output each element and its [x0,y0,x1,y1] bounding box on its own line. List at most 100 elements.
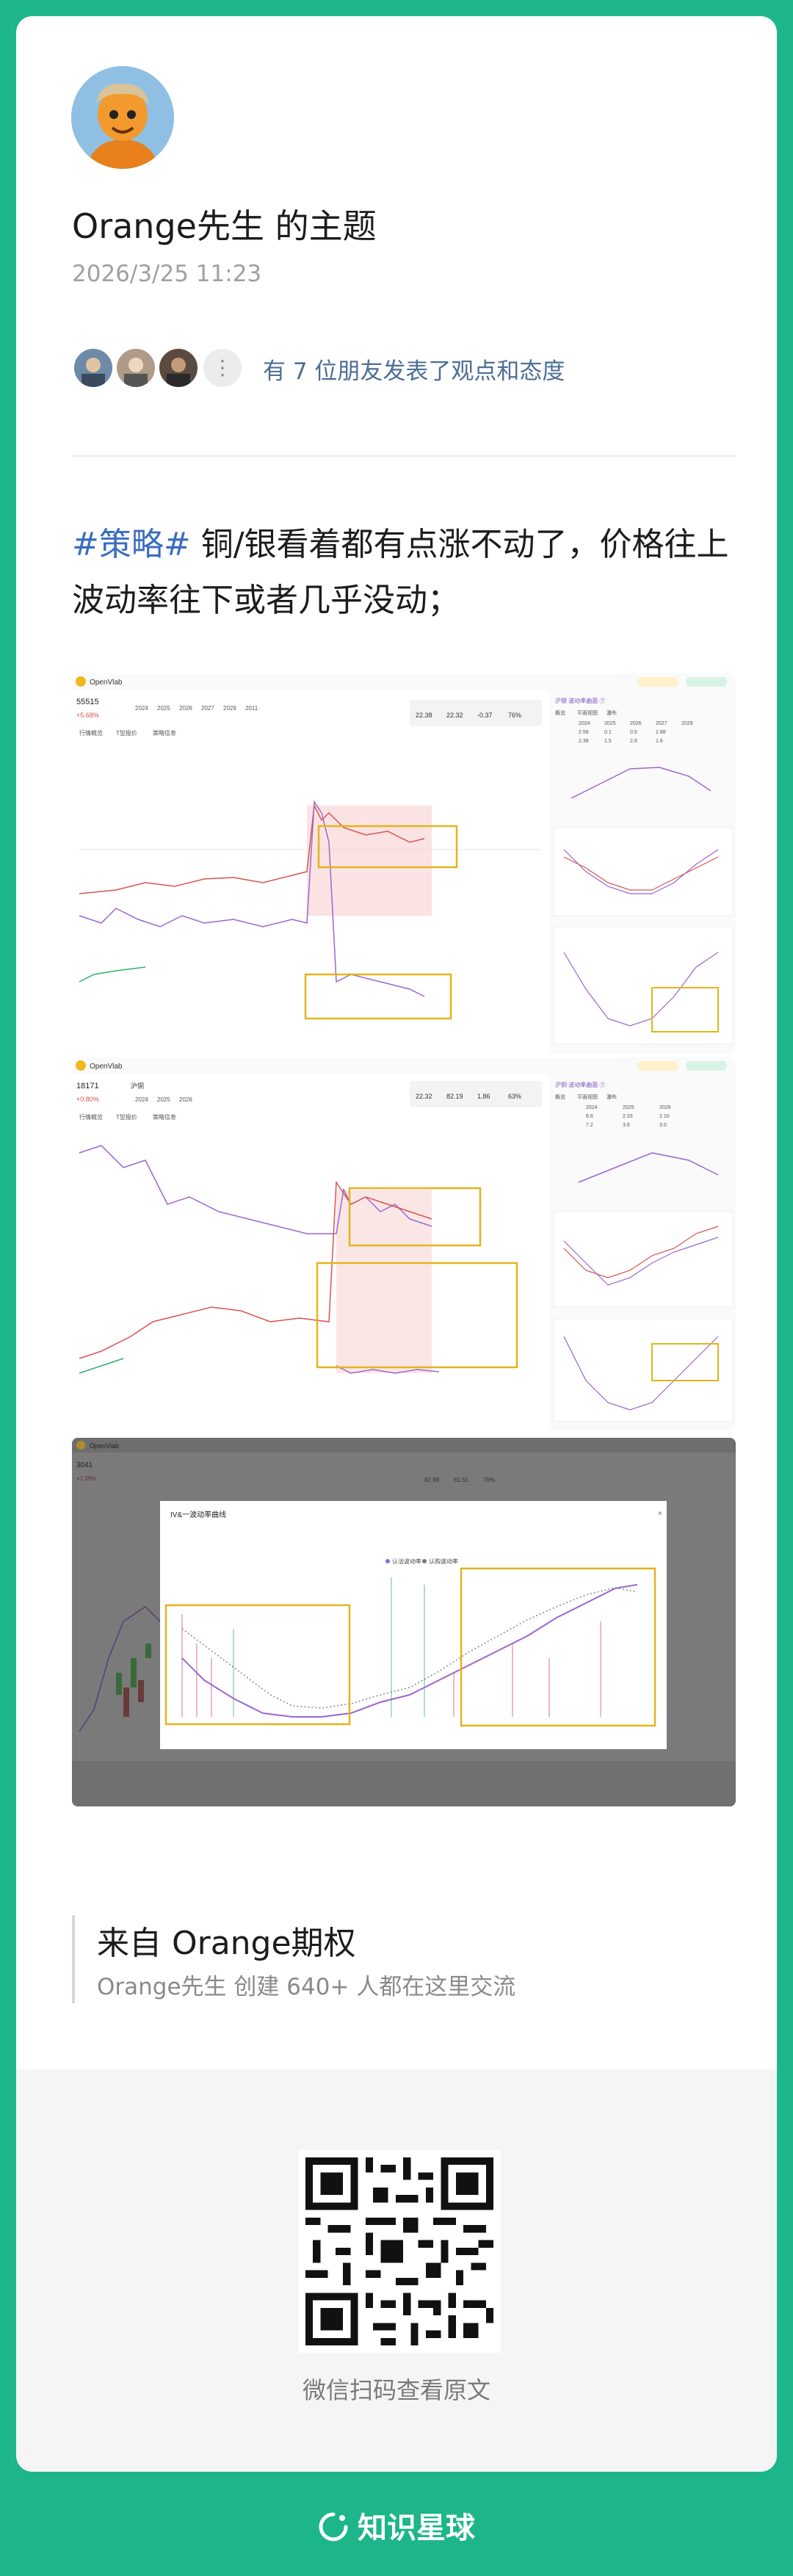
metric: 70% [483,1477,495,1483]
qr-code [298,2150,501,2353]
friend-avatar[interactable] [157,347,200,389]
panel-cell: 3.6 [623,1123,630,1128]
close-icon: × [658,1510,662,1518]
highlight-box [304,973,452,1020]
qr-section: 微信扫码查看原文 [16,2069,777,2472]
post-date: 2026/3/25 11:23 [72,261,262,287]
metric: 61.51 [454,1477,469,1483]
metric: 76% [508,712,521,719]
legend-label: 认购波动率 [429,1557,458,1565]
source-community[interactable]: 来自 Orange期权 Orange先生 创建 640+ 人都在这里交流 [72,1915,739,2003]
highlight-box [348,1187,482,1247]
highlight-box [316,1262,518,1369]
metric: -0.37 [477,712,493,719]
silver-chart-screenshot: OpenVlab 55515 +5.68% 2024 2025 2026 202… [72,673,736,1054]
app-logo-icon [76,676,86,687]
year-tab: 2026 [179,1096,192,1103]
post-image-silver-chart[interactable]: OpenVlab 55515 +5.68% 2024 2025 2026 202… [72,673,736,1054]
exchange-label: 沪铜 [131,1082,144,1090]
app-name: OpenVlab [90,1442,119,1450]
divider [72,455,736,457]
panel-col: 2026 [659,1105,671,1110]
panel-cell: 3.0 [659,1123,667,1128]
metric: 82.98 [424,1477,440,1483]
highlight-box [460,1567,656,1727]
panel-cell: 2.8 [630,739,637,744]
panel-cell: 2.33 [623,1114,633,1119]
view-tab: 行情概览 [79,729,103,737]
panel-tab: 瀑布 [606,1093,617,1100]
year-tab: 2025 [157,705,170,712]
panel-tab: 概览 [555,709,565,716]
view-tab: 行情概览 [79,1113,103,1121]
source-subtitle: Orange先生 创建 640+ 人都在这里交流 [97,1974,516,2000]
year-tab: 2024 [135,705,148,712]
metric: 22.38 [416,712,432,719]
metric: 63% [508,1093,521,1100]
symbol-price: 18171 [76,1082,99,1090]
post-image-copper-chart[interactable]: OpenVlab 18171 沪铜 +0.80% 2024 2025 2026 … [72,1057,736,1430]
post-title: Orange先生 的主题 [72,206,377,246]
panel-cell: 0.5 [630,730,637,735]
panel-title: 沪银 波动率曲面 ⑦ [555,697,605,704]
panel-tab: 平面视图 [577,709,598,716]
panel-cell: 1.6 [656,739,663,744]
symbol-price: 55515 [76,698,99,706]
post-card: Orange先生 的主题 2026/3/25 11:23 ⋮ 有 7 位朋友发表… [16,16,777,2472]
panel-cell: 0.1 [604,730,612,735]
qr-caption: 微信扫码查看原文 [302,2376,490,2404]
year-tab: 2024 [135,1096,148,1103]
panel-col: 2025 [604,721,616,726]
friends-reactions[interactable]: ⋮ 有 7 位朋友发表了观点和态度 [72,347,733,391]
panel-cell: 8.6 [586,1114,593,1119]
volatility-popup-screenshot: OpenVlab 3041 +1.09% 82.98 61.51 70% IV&… [72,1438,736,1806]
popup-title: IV&一波动率曲线 [170,1510,226,1519]
author-avatar[interactable] [71,66,174,169]
year-tab: 2029 [223,705,236,712]
highlight-box [651,1343,719,1381]
panel-cell: 7.2 [586,1123,593,1128]
panel-col: 2024 [579,721,590,726]
post-image-volatility-popup[interactable]: OpenVlab 3041 +1.09% 82.98 61.51 70% IV&… [72,1438,736,1806]
year-tab: 2027 [201,705,214,712]
highlight-box [651,987,719,1032]
symbol-change: +1.09% [76,1475,96,1482]
panel-col: 2025 [623,1105,634,1110]
view-tab: T型报价 [116,1113,137,1121]
view-tab: 策略信息 [153,1113,176,1121]
panel-cell: 1.5 [604,739,612,744]
panel-col: 2026 [630,721,642,726]
year-tab: 2026 [179,705,192,712]
panel-cell: 2.88 [656,730,666,735]
volatility-popup [160,1501,667,1749]
footer-brand: 知识星球 [0,2504,793,2547]
post-content: #策略# 铜/银看着都有点涨不动了，价格往上波动率往下或者几乎没动； [72,517,736,629]
friend-avatar[interactable] [72,347,115,389]
highlight-box [317,825,458,869]
view-tab: 策略信息 [153,729,176,737]
friends-reaction-text[interactable]: 有 7 位朋友发表了观点和态度 [263,358,565,385]
copper-chart-screenshot: OpenVlab 18171 沪铜 +0.80% 2024 2025 2026 … [72,1057,736,1430]
metric: 82.19 [446,1093,463,1100]
panel-cell: 2.56 [579,730,589,735]
symbol-change: +5.68% [76,712,99,719]
more-friends-icon[interactable]: ⋮ [201,347,244,389]
legend-label: 认沽波动率 [392,1557,421,1565]
knowledge-planet-icon [318,2511,349,2542]
view-tab: T型报价 [116,729,137,737]
friend-avatar[interactable] [115,347,157,389]
symbol-change: +0.80% [76,1096,99,1103]
panel-tab: 概览 [555,1093,565,1100]
metric: 22.32 [416,1093,432,1100]
panel-title: 沪铜 波动率曲面 ⑦ [555,1081,605,1088]
panel-col: 2027 [656,721,667,726]
source-title[interactable]: 来自 Orange期权 [97,1925,356,1962]
panel-tab: 平面视图 [577,1093,598,1100]
panel-cell: 2.38 [579,739,589,744]
panel-col: 2024 [586,1105,598,1110]
hashtag-link[interactable]: #策略# [72,526,191,563]
app-name: OpenVlab [90,679,123,687]
year-tab: 2025 [157,1096,170,1103]
highlight-box [164,1604,351,1726]
brand-name: 知识星球 [358,2511,475,2545]
